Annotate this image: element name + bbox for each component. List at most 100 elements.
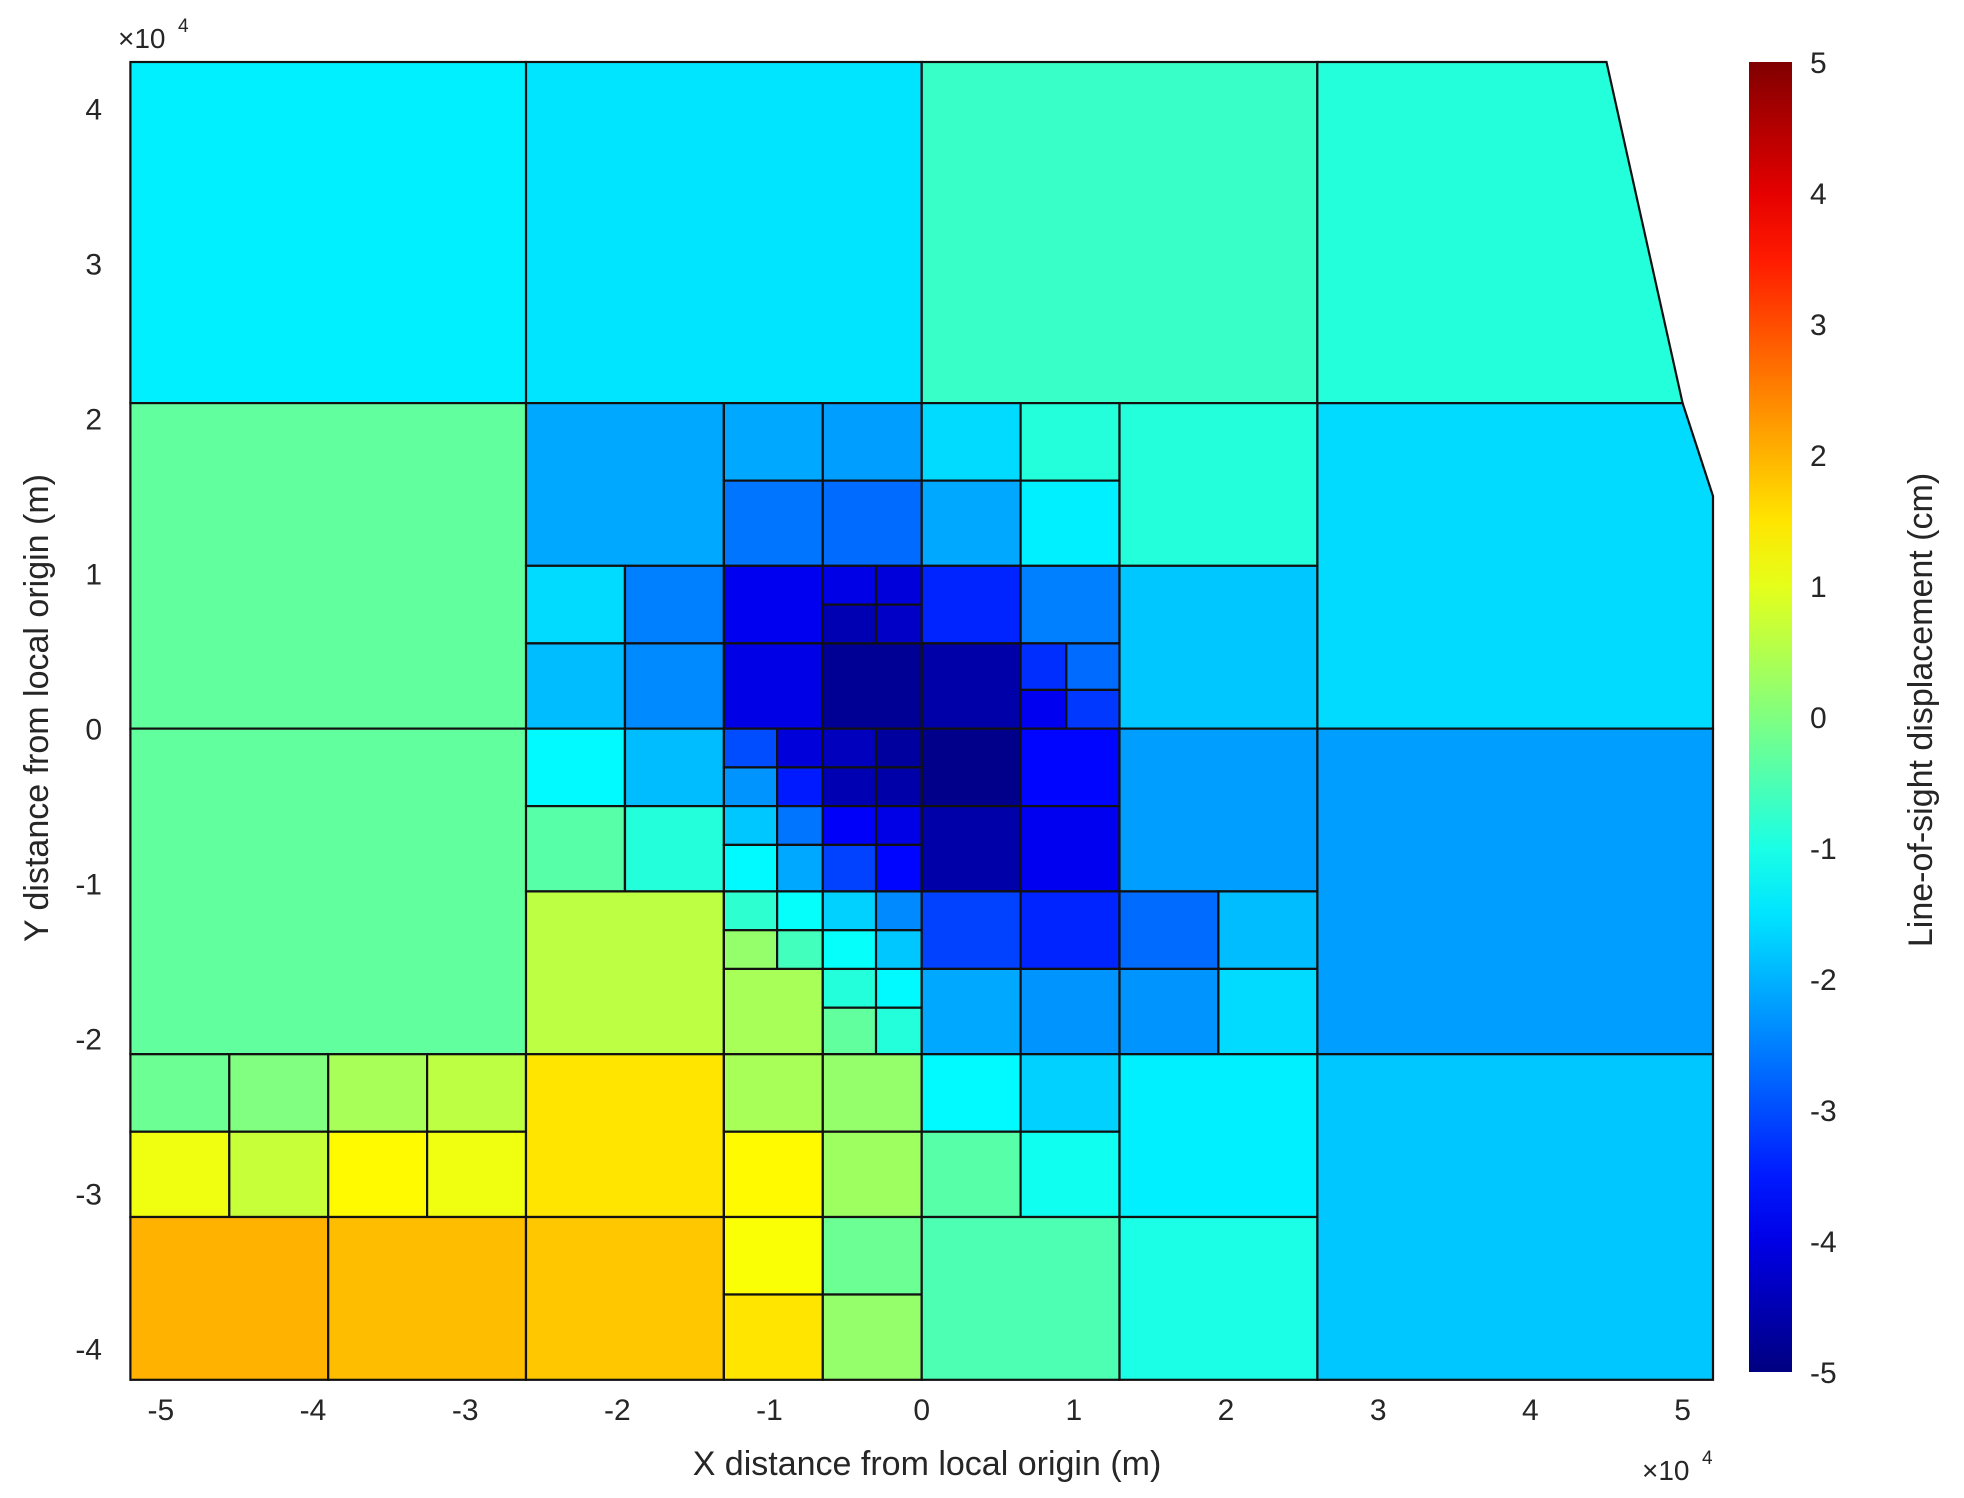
quadtree-cell xyxy=(821,1293,923,1381)
quadtree-cell xyxy=(874,843,923,893)
quadtree-cell xyxy=(129,402,528,730)
x-tick-label: -3 xyxy=(452,1394,479,1427)
colorbar-tick-label: 3 xyxy=(1810,309,1827,342)
quadtree-cell xyxy=(1019,967,1121,1056)
quadtree-cell xyxy=(327,1130,429,1219)
quadtree-cell xyxy=(920,642,1022,730)
y-axis-ticks: -4 -3 -2 -1 0 1 2 3 4 xyxy=(75,94,102,1367)
quadtree-cell xyxy=(129,1215,330,1381)
quadtree-cell xyxy=(1316,727,1715,1056)
x-axis-label: X distance from local origin (m) xyxy=(693,1445,1162,1483)
quadtree-cell xyxy=(722,564,824,645)
quadtree-cell xyxy=(920,479,1022,568)
quadtree-cell xyxy=(1065,642,1121,692)
quadtree-cell xyxy=(1118,727,1319,893)
quadtree-cell xyxy=(920,1215,1121,1381)
quadtree-cell xyxy=(228,1130,330,1219)
quadtree-cell xyxy=(524,727,627,808)
quadtree-cell xyxy=(722,727,779,769)
quadtree-cell xyxy=(874,967,923,1009)
quadtree-cell xyxy=(722,1130,824,1219)
quadtree-cell xyxy=(775,890,824,932)
quadtree-cell xyxy=(426,1053,528,1133)
colorbar-tick-label: 0 xyxy=(1810,702,1827,735)
quadtree-cell xyxy=(1019,642,1068,692)
x-tick-label: 5 xyxy=(1674,1394,1691,1427)
x-tick-label: 1 xyxy=(1066,1394,1083,1427)
quadtree-cell xyxy=(426,1130,528,1219)
quadtree-cell xyxy=(1019,727,1121,808)
quadtree-cell xyxy=(1118,967,1220,1056)
y-tick-label: -1 xyxy=(75,869,102,902)
colorbar-tick-label: 2 xyxy=(1810,440,1827,473)
quadtree-cell xyxy=(821,1053,923,1133)
quadtree-cell xyxy=(1019,1053,1121,1133)
quadtree-cell xyxy=(874,564,923,606)
svg-text:×10: ×10 xyxy=(118,23,166,54)
quadtree-cell xyxy=(920,402,1022,482)
x-tick-label: 0 xyxy=(913,1394,930,1427)
quadtree-cell xyxy=(623,564,726,645)
quadtree-cell xyxy=(1316,1053,1715,1381)
quadtree-cell xyxy=(821,603,878,645)
quadtree-cell xyxy=(1118,1215,1319,1381)
quadtree-cell xyxy=(775,929,824,971)
colorbar-tick-label: -1 xyxy=(1810,833,1837,866)
x-tick-label: -1 xyxy=(756,1394,783,1427)
quadtree-cell xyxy=(524,642,627,730)
quadtree-cell xyxy=(874,727,923,769)
quadtree-cell xyxy=(722,967,824,1056)
colorbar-tick-label: 4 xyxy=(1810,178,1827,211)
quadtree-cell xyxy=(821,929,878,971)
quadtree-cell xyxy=(722,766,779,808)
quadtree-cell xyxy=(821,804,878,846)
quadtree-cell xyxy=(1019,688,1068,730)
colorbar-tick-label: -3 xyxy=(1810,1095,1837,1128)
y-tick-label: -3 xyxy=(75,1179,102,1212)
colorbar-tick-label: -4 xyxy=(1810,1226,1837,1259)
quadtree-cell xyxy=(1217,890,1319,971)
x-tick-label: -2 xyxy=(604,1394,631,1427)
quadtree-cell xyxy=(775,766,824,808)
quadtree-cell xyxy=(874,1006,923,1056)
quadtree-cell xyxy=(722,929,779,971)
quadtree-cell xyxy=(623,804,726,893)
quadtree-cell xyxy=(722,479,824,568)
colorbar-tick-label: -2 xyxy=(1810,964,1837,997)
y-axis-multiplier: ×10 4 xyxy=(118,16,189,54)
y-tick-label: 0 xyxy=(85,714,102,747)
quadtree-cell xyxy=(623,642,726,730)
quadtree-cell xyxy=(821,766,878,808)
quadtree-cell xyxy=(524,804,627,893)
quadtree-cell xyxy=(524,1053,725,1219)
quadtree-cell xyxy=(722,1293,824,1381)
quadtree-cell xyxy=(722,890,779,932)
colorbar-tick-label: 1 xyxy=(1810,571,1827,604)
quadtree-cell xyxy=(1019,1130,1121,1219)
x-tick-label: -4 xyxy=(300,1394,327,1427)
quadtree-cell xyxy=(821,967,878,1009)
quadtree-cell xyxy=(1118,1053,1319,1219)
y-tick-label: -4 xyxy=(75,1334,102,1367)
quadtree-cell xyxy=(722,1053,824,1133)
y-tick-label: 4 xyxy=(85,94,102,127)
x-tick-label: 4 xyxy=(1522,1394,1539,1427)
quadtree-cell xyxy=(920,60,1319,405)
quadtree-cell xyxy=(821,402,923,482)
x-tick-label: -5 xyxy=(147,1394,174,1427)
quadtree-cell xyxy=(821,564,878,606)
y-tick-label: 1 xyxy=(85,559,102,592)
quadtree-cell xyxy=(1065,688,1121,730)
quadtree-cell xyxy=(228,1053,330,1133)
quadtree-cell xyxy=(821,1006,878,1056)
x-axis-multiplier: ×10 4 xyxy=(1642,1448,1713,1486)
quadtree-cell xyxy=(775,727,824,769)
quadtree-cell xyxy=(1019,479,1121,568)
quadtree-cell xyxy=(1118,890,1220,971)
quadtree-cell xyxy=(129,1053,231,1133)
quadtree-cell xyxy=(623,727,726,808)
quadtree-cell xyxy=(129,727,528,1056)
quadtree-cell xyxy=(722,402,824,482)
colorbar-tick-label: 5 xyxy=(1810,47,1827,80)
